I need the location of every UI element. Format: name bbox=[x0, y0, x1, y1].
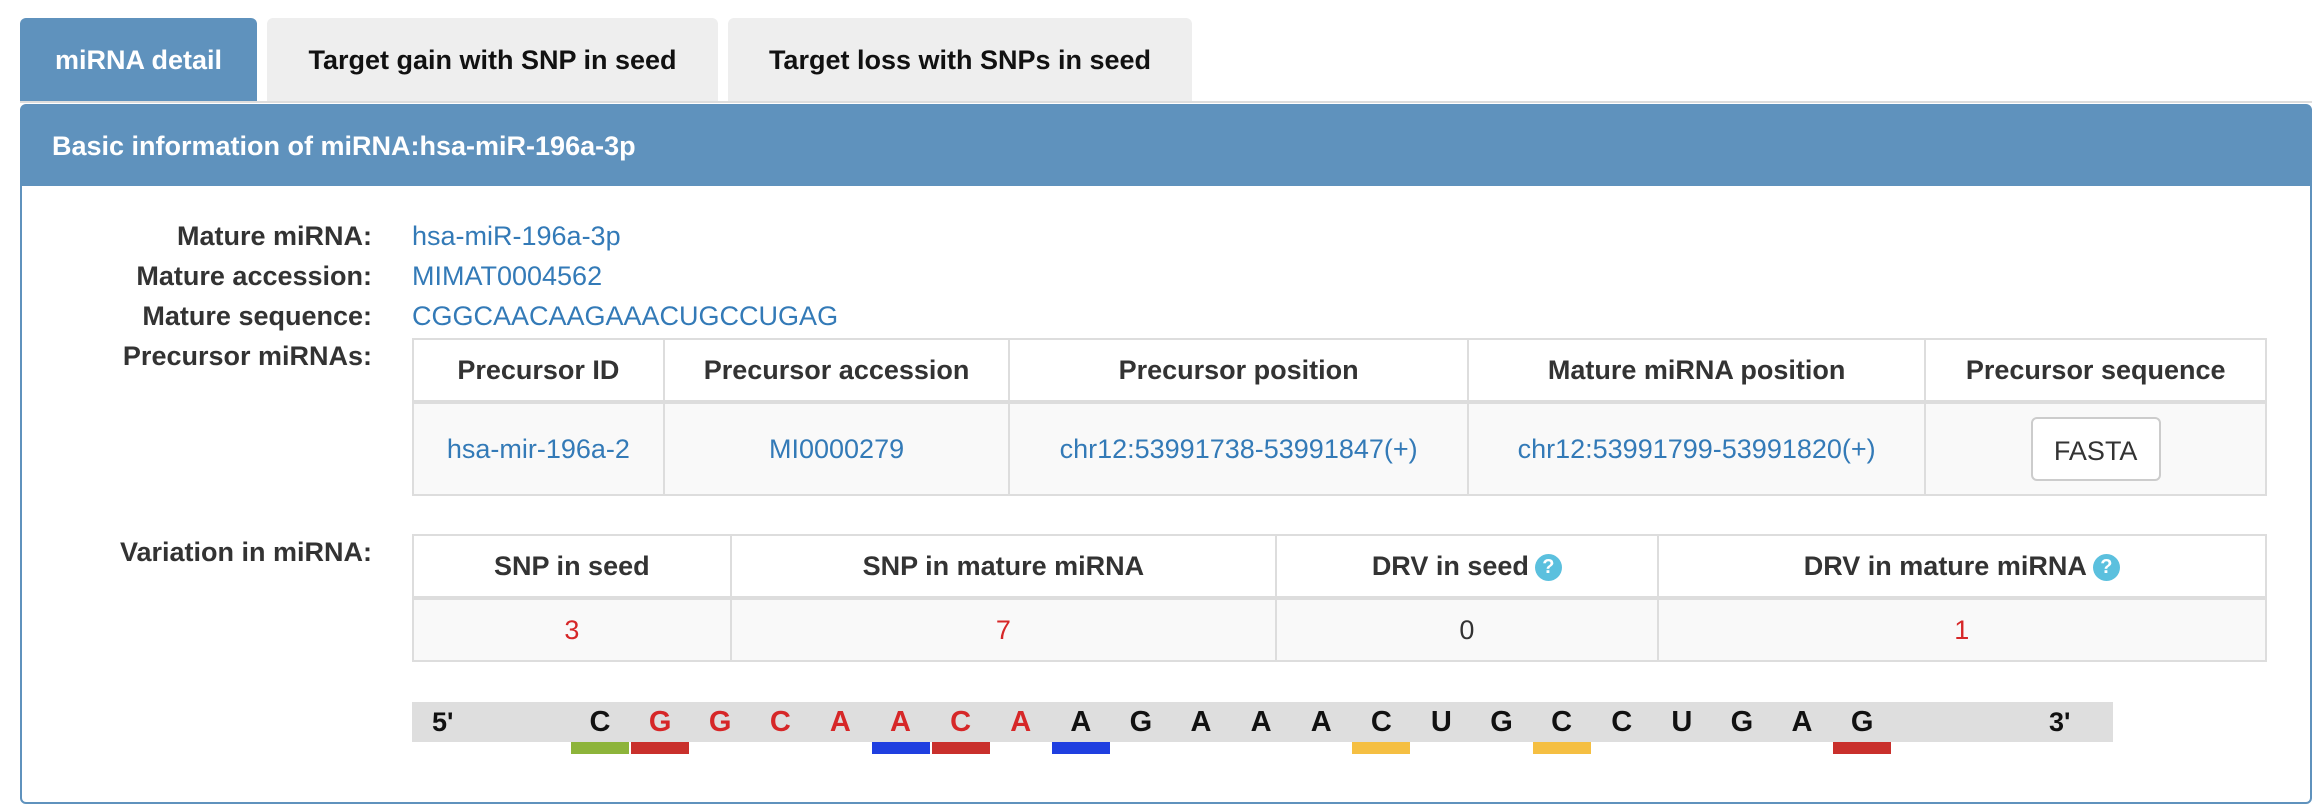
nucleotide: A bbox=[890, 706, 911, 738]
variation-label: Variation in miRNA: bbox=[119, 537, 372, 567]
help-icon[interactable]: ? bbox=[2092, 553, 2120, 581]
fasta-button[interactable]: FASTA bbox=[2030, 417, 2161, 481]
mature-accession-link[interactable]: MIMAT0004562 bbox=[412, 261, 603, 291]
drv-seed-header-text: DRV in seed bbox=[1371, 550, 1529, 581]
nucleotide: G bbox=[1730, 706, 1754, 738]
precursor-mirnas-label: Precursor miRNAs: bbox=[122, 341, 372, 371]
col-header-drv-in-mature: DRV in mature miRNA? bbox=[1656, 534, 2268, 600]
snp-marker[interactable] bbox=[1051, 742, 1110, 754]
nucleotide: A bbox=[1190, 706, 1212, 738]
nucleotide: U bbox=[1671, 706, 1693, 738]
nucleotide: C bbox=[950, 706, 972, 738]
col-header-precursor-id: Precursor ID bbox=[412, 338, 665, 404]
precursor-sequence-cell: FASTA bbox=[1924, 401, 2267, 496]
sequence-track: 5' 3' C G G C A A C A A G A A A C U G C C U G A G bbox=[412, 702, 2113, 742]
nucleotide: A bbox=[1791, 706, 1813, 738]
five-prime-label: 5' bbox=[432, 707, 454, 737]
drv-in-mature-count[interactable]: 1 bbox=[1656, 597, 2268, 662]
nucleotide: C bbox=[1370, 706, 1392, 738]
tab-target-gain[interactable]: Target gain with SNP in seed bbox=[267, 18, 718, 102]
drv-in-seed-count: 0 bbox=[1275, 597, 1659, 662]
mature-mirna-link[interactable]: hsa-miR-196a-3p bbox=[412, 221, 621, 251]
nucleotide: G bbox=[1129, 706, 1153, 738]
col-header-drv-in-seed: DRV in seed? bbox=[1275, 534, 1659, 600]
drv-mature-header-text: DRV in mature miRNA bbox=[1803, 550, 2087, 581]
snp-marker[interactable] bbox=[631, 742, 690, 754]
col-header-snp-in-seed: SNP in seed bbox=[412, 534, 732, 600]
nucleotide: G bbox=[708, 706, 732, 738]
nucleotide: A bbox=[1310, 706, 1332, 738]
col-header-precursor-accession: Precursor accession bbox=[662, 338, 1011, 404]
tab-divider bbox=[20, 101, 2312, 103]
snp-marker[interactable] bbox=[1833, 742, 1892, 754]
nucleotide: U bbox=[1430, 706, 1452, 738]
nucleotide: G bbox=[1850, 706, 1874, 738]
panel-title: Basic information of miRNA:hsa-miR-196a-… bbox=[22, 106, 2310, 186]
precursor-id-link[interactable]: hsa-mir-196a-2 bbox=[412, 401, 665, 496]
snp-in-mature-count[interactable]: 7 bbox=[729, 597, 1278, 662]
snp-marker[interactable] bbox=[571, 742, 629, 754]
tab-mirna-detail[interactable]: miRNA detail bbox=[20, 18, 257, 102]
snp-marker[interactable] bbox=[1532, 742, 1591, 754]
snp-in-seed-count[interactable]: 3 bbox=[412, 597, 732, 662]
nucleotide: G bbox=[648, 706, 672, 738]
help-icon[interactable]: ? bbox=[1534, 553, 1562, 581]
nucleotide: A bbox=[1070, 706, 1092, 738]
three-prime-label: 3' bbox=[2049, 707, 2071, 737]
nucleotide: A bbox=[1010, 706, 1032, 738]
table-row: 3 7 0 1 bbox=[412, 597, 2268, 662]
mature-mirna-label: Mature miRNA: bbox=[176, 221, 372, 251]
col-header-precursor-position: Precursor position bbox=[1008, 338, 1469, 404]
nucleotide: C bbox=[589, 706, 611, 738]
tab-bar: miRNA detail Target gain with SNP in see… bbox=[20, 18, 1202, 102]
snp-marker[interactable] bbox=[1352, 742, 1411, 754]
nucleotide: C bbox=[769, 706, 791, 738]
mature-sequence-value: CGGCAACAAGAAACUGCCUGAG bbox=[412, 301, 839, 331]
nucleotide: C bbox=[1611, 706, 1633, 738]
variation-table: SNP in seed SNP in mature miRNA DRV in s… bbox=[412, 534, 2268, 662]
table-row: hsa-mir-196a-2 MI0000279 chr12:53991738-… bbox=[412, 401, 2267, 496]
nucleotide: A bbox=[829, 706, 851, 738]
col-header-snp-in-mature: SNP in mature miRNA bbox=[729, 534, 1278, 600]
mature-position-link[interactable]: chr12:53991799-53991820(+) bbox=[1466, 401, 1927, 496]
nucleotide: C bbox=[1551, 706, 1573, 738]
snp-marker[interactable] bbox=[931, 742, 990, 754]
col-header-precursor-sequence: Precursor sequence bbox=[1924, 338, 2267, 404]
tab-target-loss[interactable]: Target loss with SNPs in seed bbox=[728, 18, 1192, 102]
nucleotide: A bbox=[1250, 706, 1272, 738]
precursor-accession-link[interactable]: MI0000279 bbox=[662, 401, 1011, 496]
col-header-mature-position: Mature miRNA position bbox=[1466, 338, 1927, 404]
mature-accession-label: Mature accession: bbox=[136, 261, 372, 291]
mature-sequence-label: Mature sequence: bbox=[142, 301, 372, 331]
precursor-table: Precursor ID Precursor accession Precurs… bbox=[412, 338, 2267, 496]
precursor-position-link[interactable]: chr12:53991738-53991847(+) bbox=[1008, 401, 1469, 496]
nucleotide: G bbox=[1490, 706, 1513, 738]
snp-marker[interactable] bbox=[871, 742, 930, 754]
